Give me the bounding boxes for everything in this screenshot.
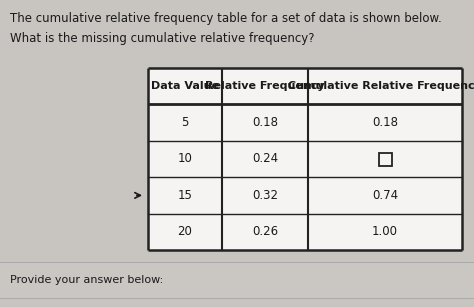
Text: 0.26: 0.26 — [252, 225, 278, 238]
Text: 15: 15 — [177, 189, 192, 202]
Bar — [379, 153, 392, 165]
Text: 0.18: 0.18 — [372, 116, 398, 129]
Text: The cumulative relative frequency table for a set of data is shown below.: The cumulative relative frequency table … — [10, 12, 442, 25]
Bar — [0, 262, 474, 298]
Text: Provide your answer below:: Provide your answer below: — [10, 275, 163, 285]
Text: 0.18: 0.18 — [252, 116, 278, 129]
Text: What is the missing cumulative relative frequency?: What is the missing cumulative relative … — [10, 32, 315, 45]
Text: 10: 10 — [177, 153, 192, 165]
Text: Cumulative Relative Frequency: Cumulative Relative Frequency — [288, 81, 474, 91]
Text: 5: 5 — [181, 116, 189, 129]
Text: 0.32: 0.32 — [252, 189, 278, 202]
Bar — [148, 68, 462, 250]
Text: 0.24: 0.24 — [252, 153, 278, 165]
Text: Relative Frequency: Relative Frequency — [205, 81, 325, 91]
Text: 1.00: 1.00 — [372, 225, 398, 238]
Text: 0.74: 0.74 — [372, 189, 398, 202]
Text: Data Value: Data Value — [151, 81, 219, 91]
Text: 20: 20 — [177, 225, 192, 238]
